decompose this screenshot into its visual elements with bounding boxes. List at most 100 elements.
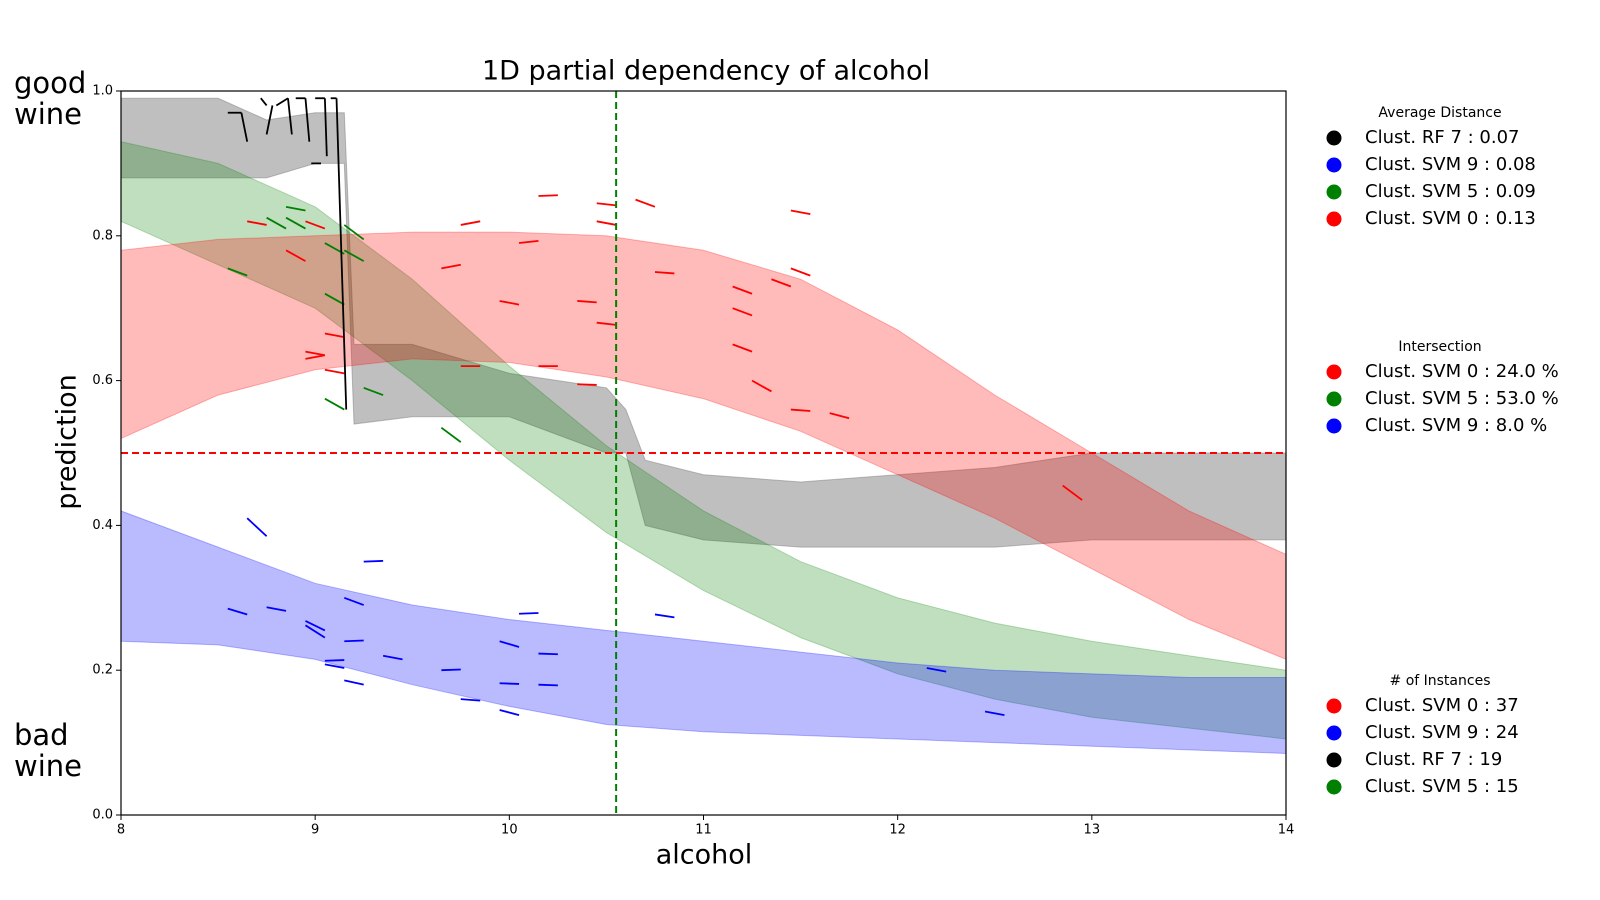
legend-label: Clust. SVM 0 : 37 [1365,695,1519,716]
ice-segment [829,412,850,420]
ice-segment [499,300,520,306]
ice-segment [460,220,481,226]
x-tick-label: 11 [695,823,712,838]
ice-segment [440,426,462,443]
legend-marker [1326,418,1342,434]
ice-segment [790,209,811,215]
legend-marker [1326,211,1342,227]
ice-segment [266,606,287,612]
ice-segment [227,607,248,616]
ice-segment [343,249,365,262]
ice-segment [751,379,772,393]
legend-label: Clust. RF 7 : 19 [1365,749,1502,770]
legend-label: Clust. RF 7 : 0.07 [1365,127,1519,148]
y-tick-label: 1.0 [92,84,113,99]
ice-segment [441,668,461,672]
ice-segment [926,667,947,673]
bottom-annotation: bad wine [14,718,82,783]
ice-segment [441,263,461,270]
ice-segment [654,613,675,619]
ice-segment [305,620,326,632]
ice-segment [260,97,268,107]
ice-segment [499,709,520,716]
confidence-band [121,141,1286,740]
ice-segment [790,267,811,277]
ice-segment [363,386,384,396]
x-tick-label: 14 [1278,823,1295,838]
legend-marker [1326,364,1342,380]
y-tick-label: 0.6 [92,373,113,388]
ice-segment [363,559,384,563]
ice-segment [240,112,249,142]
ice-segment [344,639,364,643]
y-axis-label: prediction [52,374,83,509]
legend-label: Clust. SVM 9 : 24 [1365,722,1519,743]
legend-title: Average Distance [1378,105,1501,121]
ice-segment [285,205,306,212]
y-tick-label: 0.2 [92,663,113,678]
ice-segment [538,652,558,656]
ice-segment [596,321,617,326]
x-tick-label: 10 [501,823,518,838]
ice-segment [323,98,328,157]
legend-label: Clust. SVM 0 : 0.13 [1365,208,1536,229]
ice-segment [304,98,311,142]
legend-marker [1326,184,1342,200]
ice-segment [635,198,656,208]
chart-title: 1D partial dependency of alcohol [482,56,930,87]
legend-label: Clust. SVM 0 : 24.0 % [1365,361,1559,382]
confidence-band [121,510,1286,754]
ice-segment [324,292,345,306]
ice-segment [577,300,597,304]
confidence-band [121,231,1286,660]
ice-segment [343,596,365,606]
x-axis-label: alcohol [656,840,753,871]
ice-segment [382,654,403,661]
ice-segment [246,517,268,537]
legend-title: # of Instances [1390,673,1491,689]
ice-segment [247,220,267,226]
ice-segment [305,354,326,360]
confidence-band [121,97,1286,548]
ice-segment [227,267,248,277]
legend-marker [1326,391,1342,407]
y-tick-label: 0.4 [92,518,113,533]
top-annotation: good wine [14,66,87,131]
ice-segment [538,194,558,197]
ice-segment [287,98,293,135]
ice-segment [460,698,481,702]
ice-segment [596,220,617,226]
x-tick-label: 12 [889,823,906,838]
ice-segment [771,278,792,288]
ice-segment [305,220,326,230]
legend-marker [1326,130,1342,146]
ice-segment [344,679,364,686]
ice-segment [732,285,753,295]
ice-segment [499,682,520,685]
ice-segment [304,624,326,639]
legend-label: Clust. SVM 9 : 8.0 % [1365,415,1547,436]
ice-segment [518,239,539,244]
ice-segment [499,640,520,648]
ice-segment [732,307,753,317]
ice-segment [266,216,287,230]
legend-marker [1326,752,1342,768]
ice-segment [324,332,345,339]
legend-marker [1326,725,1342,741]
ice-segment [335,98,348,410]
legend-marker [1326,698,1342,714]
x-tick-label: 9 [311,823,319,838]
ice-segment [275,97,289,107]
ice-segment [324,397,345,411]
ice-segment [324,663,345,669]
ice-segment [732,343,753,353]
legend-label: Clust. SVM 9 : 0.08 [1365,154,1536,175]
legend-label: Clust. SVM 5 : 15 [1365,776,1519,797]
ice-segment [577,383,597,386]
ice-segment [324,368,345,375]
ice-segment [538,683,558,687]
ice-segment [654,271,675,275]
legend-marker [1326,157,1342,173]
ice-segment [1062,484,1083,501]
y-tick-label: 0.0 [92,808,113,823]
